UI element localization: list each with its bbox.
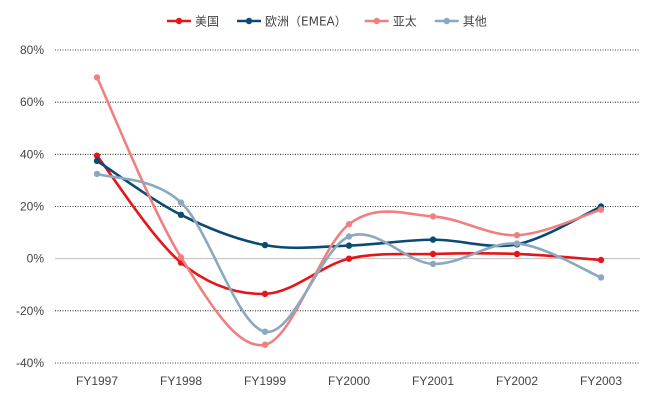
y-tick-label: 0% [27, 252, 45, 266]
data-point [597, 206, 605, 213]
data-point [513, 231, 521, 239]
series-line [95, 172, 603, 334]
legend-item: 其他 [434, 15, 487, 29]
data-point [177, 199, 185, 206]
data-point [597, 256, 605, 264]
data-point [93, 170, 101, 178]
x-tick-label: FY2002 [496, 374, 538, 388]
legend: 美国 欧洲（EMEA） 亚太 其他 [167, 14, 487, 29]
series-0 [93, 152, 605, 298]
data-point [177, 211, 185, 219]
data-point [261, 341, 269, 348]
x-tick-label: FY2003 [580, 374, 622, 388]
y-tick-label: 40% [20, 147, 44, 161]
legend-label: 其他 [463, 15, 487, 29]
data-point [345, 242, 353, 249]
data-point [345, 233, 353, 240]
x-axis-ticks: FY1997 FY1998 FY1999 FY2000 FY2001 FY2002 FY20… [76, 374, 622, 388]
legend-item: 美国 [167, 15, 219, 29]
data-point [429, 260, 437, 268]
data-point [177, 254, 185, 261]
x-tick-label: FY1998 [160, 374, 202, 388]
y-tick-label: -20% [16, 304, 44, 318]
legend-label: 亚太 [393, 14, 417, 29]
data-point [93, 157, 101, 165]
y-tick-label: 20% [20, 200, 44, 214]
data-point [597, 274, 605, 281]
data-point [93, 152, 101, 159]
data-point [345, 255, 353, 262]
data-point [513, 250, 521, 258]
legend-dot-marker [373, 17, 380, 25]
series-line [95, 76, 603, 347]
y-tick-label: 60% [20, 95, 44, 109]
x-tick-label: FY1997 [76, 374, 118, 388]
y-tick-label: -40% [16, 356, 44, 370]
data-point [93, 74, 101, 81]
legend-dot-marker [245, 17, 253, 25]
series-2 [93, 74, 605, 348]
y-tick-label: 80% [20, 43, 44, 57]
legend-label: 美国 [195, 15, 219, 29]
data-point [429, 250, 437, 258]
legend-dot-marker [443, 17, 450, 25]
y-axis-ticks: -40% -20% 0% 20% 40% 60% 80% [16, 43, 44, 370]
data-point [261, 241, 269, 249]
x-tick-label: FY1999 [244, 374, 286, 388]
data-point [429, 236, 437, 243]
series-3 [93, 170, 605, 335]
legend-dot-marker [175, 17, 183, 25]
series-lines [93, 74, 605, 348]
data-point [261, 290, 269, 298]
data-point [345, 221, 353, 228]
gridlines [55, 49, 640, 364]
data-point [513, 240, 521, 247]
x-tick-label: FY2001 [412, 374, 454, 388]
legend-item: 欧洲（EMEA） [237, 15, 347, 29]
x-tick-label: FY2000 [328, 374, 370, 388]
data-point [429, 213, 437, 220]
legend-label: 欧洲（EMEA） [265, 15, 347, 29]
legend-item: 亚太 [364, 14, 417, 29]
data-point [261, 328, 269, 335]
